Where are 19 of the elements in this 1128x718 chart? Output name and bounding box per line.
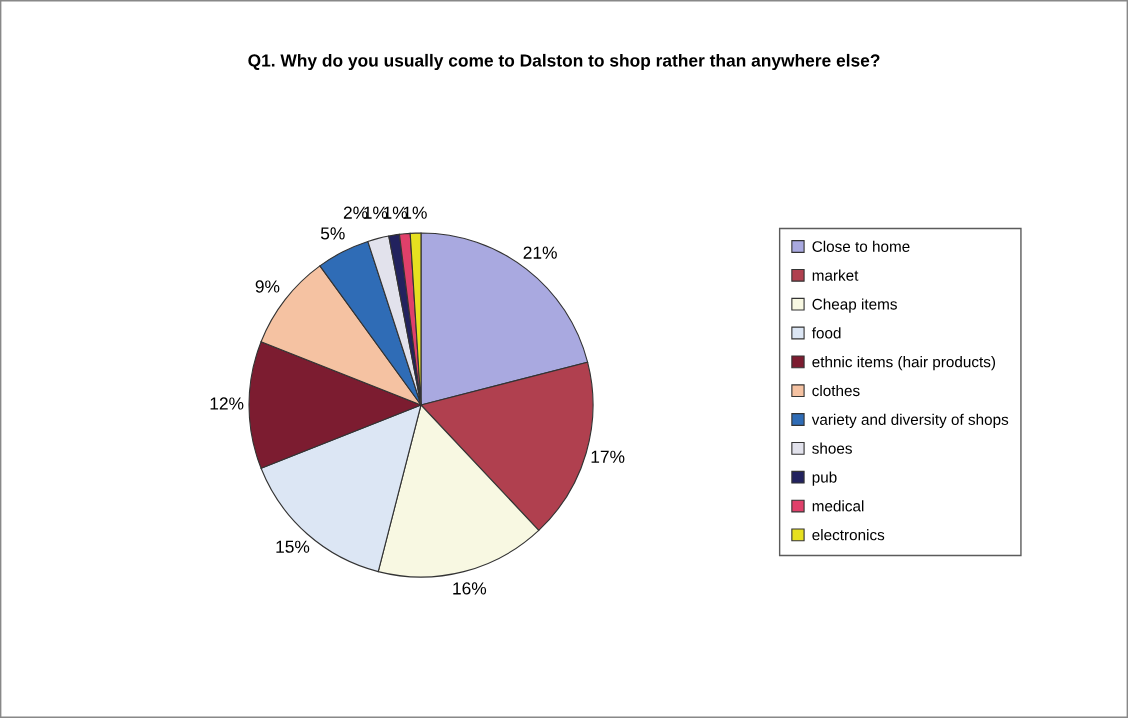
legend-label: market xyxy=(812,269,859,281)
legend-label: variety and diversity of shops xyxy=(811,413,1009,428)
legend-label: clothes xyxy=(812,384,860,397)
chart-title: Q1. Why do you usually come to Dalston to shop rather than anywhere else? xyxy=(248,53,880,71)
data-label: 17% xyxy=(591,450,625,463)
legend-label: food xyxy=(811,327,841,339)
legend-label: ethnic items (hair products) xyxy=(812,356,996,371)
data-label: 9% xyxy=(255,280,280,293)
legend-label: shoes xyxy=(812,442,852,454)
legend-label: Cheap items xyxy=(812,298,897,313)
data-label: 21% xyxy=(523,246,557,259)
data-label: 12% xyxy=(210,397,244,410)
legend-label: medical xyxy=(812,500,864,512)
legend-label: electronics xyxy=(812,529,885,541)
data-label: 15% xyxy=(276,540,310,553)
data-label: 16% xyxy=(453,582,487,595)
data-label: 5% xyxy=(320,227,345,240)
legend-label: Close to home xyxy=(812,240,910,252)
legend-label: pub xyxy=(812,471,837,486)
